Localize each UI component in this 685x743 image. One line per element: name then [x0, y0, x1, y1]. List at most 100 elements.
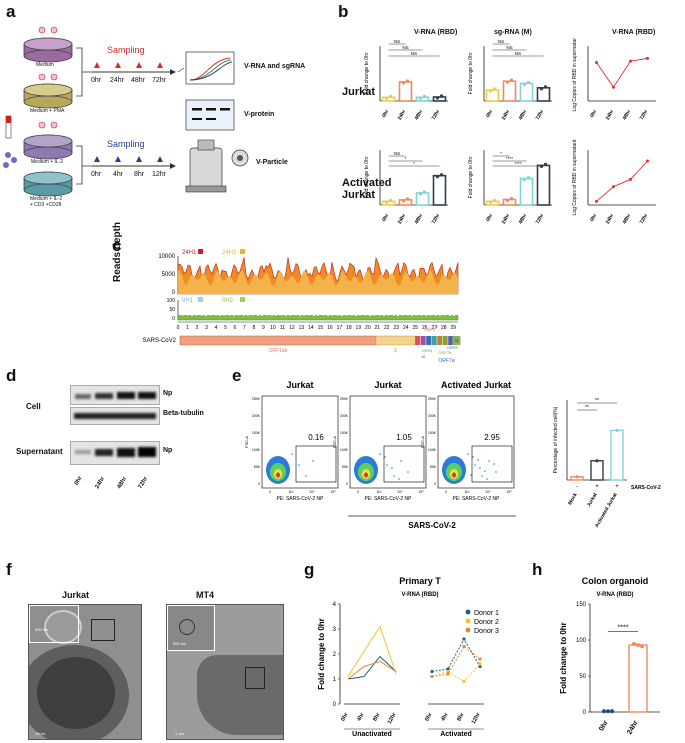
e-event-dot — [384, 456, 386, 458]
e-x-tick: 10⁴ — [485, 490, 491, 494]
b-bar — [536, 164, 551, 206]
b-point — [388, 94, 393, 98]
flask-medium-pma — [23, 83, 73, 109]
e-plot-title: Jurkat — [286, 380, 313, 390]
c-gene-label-orf7b: ORF7b — [438, 350, 452, 355]
h-point — [610, 709, 614, 714]
b-sig-label: **** — [506, 156, 513, 161]
b-sig-label: NS — [394, 151, 400, 156]
e-y-tick: 150K — [428, 431, 437, 435]
c-gene-small — [426, 336, 432, 345]
e-event-dot — [312, 460, 314, 462]
b-x-tick: 24hr — [397, 213, 408, 225]
b-point — [539, 87, 544, 91]
b-point — [522, 82, 527, 86]
b-point — [435, 96, 440, 100]
b-chart-b-activated-log: Log Copies of RBD in supernatant 0hr 24hr 4… — [572, 139, 656, 225]
c-x-tick: 15 — [318, 325, 324, 331]
b-ylabel: Log Copies of RBD in supernatant — [572, 139, 578, 215]
g-y-tick: 1 — [333, 677, 337, 683]
e-y-tick: 150K — [340, 431, 349, 435]
panel-letter-c: c — [112, 236, 122, 255]
e-bar — [610, 429, 624, 481]
h-subtitle: V-RNA (RBD) — [596, 592, 633, 598]
h-y-tick: 100 — [576, 638, 587, 644]
e-y-tick: 200K — [252, 414, 261, 418]
e-event-dot — [467, 453, 469, 455]
c-x-tick: 7 — [243, 325, 246, 331]
b-ylabel: Fold change to 0hr — [468, 156, 474, 198]
h-point — [606, 709, 610, 714]
g-point — [446, 672, 450, 676]
qpcr-curve-icon — [185, 51, 235, 85]
b-point — [522, 178, 527, 182]
e-flow-plot-1: Jurkat 250K 200K 150K 100K 50K 0 0 10³ 10⁴ 10⁵ FSC-… — [244, 380, 339, 502]
e-bar-point — [575, 475, 579, 479]
e-bar-point — [615, 428, 619, 432]
b-point — [526, 80, 531, 84]
c-legend-0h2: 0H2 — [222, 298, 234, 304]
e-y-tick: 100K — [340, 448, 349, 452]
b-chart-b-activated-vrna: Fold change to 0hr 0hr 24hr 48hr 72hr NS * * — [364, 150, 448, 225]
b-bar — [432, 96, 447, 102]
b-col-title-3: V-RNA (RBD) — [612, 29, 656, 36]
e-density-core — [276, 472, 280, 478]
c-gene-s — [375, 335, 416, 346]
e-flow-plot-3: Activated Jurkat 250K 200K 150K 100K 50K 0 0 10³… — [420, 380, 515, 502]
e-x-tick: 10³ — [288, 490, 294, 494]
b-bar — [398, 81, 413, 102]
e-bar-category: Jurkat — [586, 492, 599, 508]
h-y-tick: 0 — [583, 710, 587, 716]
blot-np-supernatant — [70, 441, 160, 465]
e-virus-sign: + — [615, 484, 619, 490]
panel-letter-b: b — [338, 2, 349, 21]
g-x-tick: 8hr — [372, 711, 382, 722]
c-x-tick: 4 — [215, 325, 218, 331]
b-point — [388, 198, 393, 202]
h-title: Colon organoid — [582, 576, 649, 586]
blot-group-supernatant: Supernatant — [16, 447, 63, 456]
blot-label-np-2: Np — [163, 447, 173, 454]
b-bar — [519, 82, 534, 102]
b-row-label-activated: Activated Jurkat — [342, 177, 392, 201]
e-x-tick: 10⁵ — [330, 490, 336, 494]
blot-label-tubulin: Beta-tubulin — [163, 410, 204, 417]
c-top-ytick: 5000 — [162, 272, 176, 278]
b-point — [418, 192, 423, 196]
b-chart-b-jurkat-log: Log Copies of RBD in supernatant 0hr 24hr 4… — [572, 38, 656, 121]
microscope-icon — [185, 139, 249, 193]
b-bar — [432, 174, 447, 206]
c-legend-24h1: 24H1 — [182, 250, 197, 256]
c-gene-small — [437, 336, 443, 345]
blot-label-np-1: Np — [163, 390, 173, 397]
g-group-label: Activated — [440, 731, 472, 738]
flask-medium-il2-cd3 — [23, 171, 73, 197]
h-point — [602, 709, 606, 714]
e-event-dot — [486, 478, 488, 480]
e-x-axis-label: PE: SARS-CoV-2 NP — [453, 496, 501, 502]
g-legend-swatch — [465, 609, 471, 615]
b-bar — [381, 96, 396, 102]
e-plot-title: Jurkat — [374, 380, 401, 390]
e-x-tick: 10³ — [464, 490, 470, 494]
b-x-tick: 0hr — [381, 213, 390, 223]
e-y-tick: 100K — [252, 448, 261, 452]
c-legend-24h2: 24H2 — [222, 250, 237, 256]
panel-letter-d: d — [6, 366, 17, 385]
b-sig-label: NS — [394, 39, 400, 44]
e-gate-percent: 2.95 — [484, 433, 500, 442]
e-plot-title: Activated Jurkat — [441, 380, 511, 390]
b-bar — [536, 86, 551, 102]
e-x-tick: 0 — [445, 490, 447, 494]
g-x-tick: 12hr — [387, 711, 398, 725]
e-y-tick: 200K — [340, 414, 349, 418]
g-point — [462, 679, 466, 684]
b-bar — [415, 96, 430, 102]
b-x-tick: 24hr — [605, 213, 616, 225]
e-event-dot — [391, 467, 393, 469]
blot-lane-labels: 0hr 24hr 48hr 72hr — [73, 475, 150, 490]
e-x-tick: 10⁴ — [397, 490, 403, 494]
g-point — [462, 637, 466, 641]
e-gate — [471, 445, 513, 483]
